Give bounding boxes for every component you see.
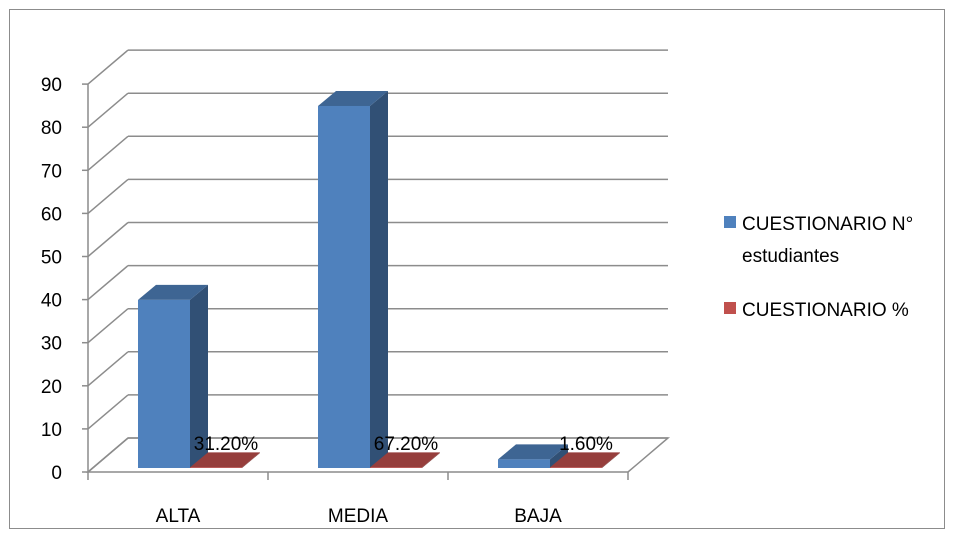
- bar-front: [498, 459, 550, 468]
- gridline-side: [87, 308, 129, 344]
- bar-top: [370, 452, 440, 468]
- y-tick-label: 50: [41, 248, 62, 269]
- category-label-alta: ALTA: [156, 506, 201, 527]
- y-tick-label: 40: [41, 291, 62, 312]
- data-label-alta: 31.20%: [194, 434, 259, 455]
- category-label-media: MEDIA: [328, 506, 389, 527]
- category-label-baja: BAJA: [514, 506, 562, 527]
- bar-media-series-2: [370, 452, 440, 468]
- bar-front: [138, 299, 190, 468]
- data-label-baja: 1.60%: [559, 434, 613, 455]
- bar-front: [318, 105, 370, 469]
- bar-top: [498, 444, 568, 460]
- gridline-side: [87, 178, 129, 214]
- y-tick-label: 0: [51, 463, 62, 484]
- data-label-media: 67.20%: [374, 434, 439, 455]
- y-axis-ticks: 0 10 20 30 40 50 60 70 80 90: [41, 75, 62, 484]
- legend-label-series-1-cont: estudiantes: [742, 246, 839, 267]
- legend-label-series-1: CUESTIONARIO N°: [742, 214, 913, 235]
- gridline-side: [87, 92, 129, 128]
- bar-baja-series-2: [550, 452, 620, 468]
- bar-side: [550, 444, 568, 468]
- bar-top: [318, 90, 388, 106]
- bar-baja-series-1: [498, 444, 568, 468]
- y-tick-label: 20: [41, 377, 62, 398]
- y-tick-label: 70: [41, 161, 62, 182]
- bar-front: [370, 467, 422, 468]
- data-labels: 31.20% 67.20% 1.60%: [194, 434, 613, 455]
- gridline-side: [87, 437, 129, 473]
- bars: [138, 90, 620, 469]
- legend-swatch-series-1: [724, 216, 736, 228]
- bar-front: [190, 467, 242, 468]
- bar-top: [190, 452, 260, 468]
- legend: CUESTIONARIO N° estudiantes CUESTIONARIO…: [724, 214, 913, 321]
- bar-alta-series-1: [138, 284, 208, 468]
- y-tick-label: 10: [41, 420, 62, 441]
- legend-swatch-series-2: [724, 302, 736, 314]
- bar-side: [242, 452, 260, 468]
- bar-side: [602, 452, 620, 468]
- bar-side: [422, 452, 440, 468]
- legend-label-series-2: CUESTIONARIO %: [742, 300, 909, 321]
- bar-alta-series-2: [190, 452, 260, 468]
- axes: [82, 83, 629, 480]
- gridline-side: [87, 135, 129, 171]
- gridline-side: [87, 265, 129, 301]
- y-tick-label: 30: [41, 334, 62, 355]
- gridline-side: [87, 351, 129, 387]
- gridline-side: [87, 394, 129, 430]
- y-tick-label: 90: [41, 75, 62, 96]
- gridline-side: [87, 221, 129, 258]
- gridline-side: [87, 49, 129, 85]
- bar-top: [550, 452, 620, 468]
- y-tick-label: 80: [41, 118, 62, 139]
- y-tick-label: 60: [41, 204, 62, 225]
- bar-top: [138, 284, 208, 300]
- bar-side: [370, 90, 388, 469]
- gridlines: [87, 49, 668, 473]
- bar-side: [190, 284, 208, 468]
- bar-media-series-1: [318, 90, 388, 469]
- bar-front: [550, 467, 602, 468]
- x-axis-categories: ALTA MEDIA BAJA: [156, 506, 562, 527]
